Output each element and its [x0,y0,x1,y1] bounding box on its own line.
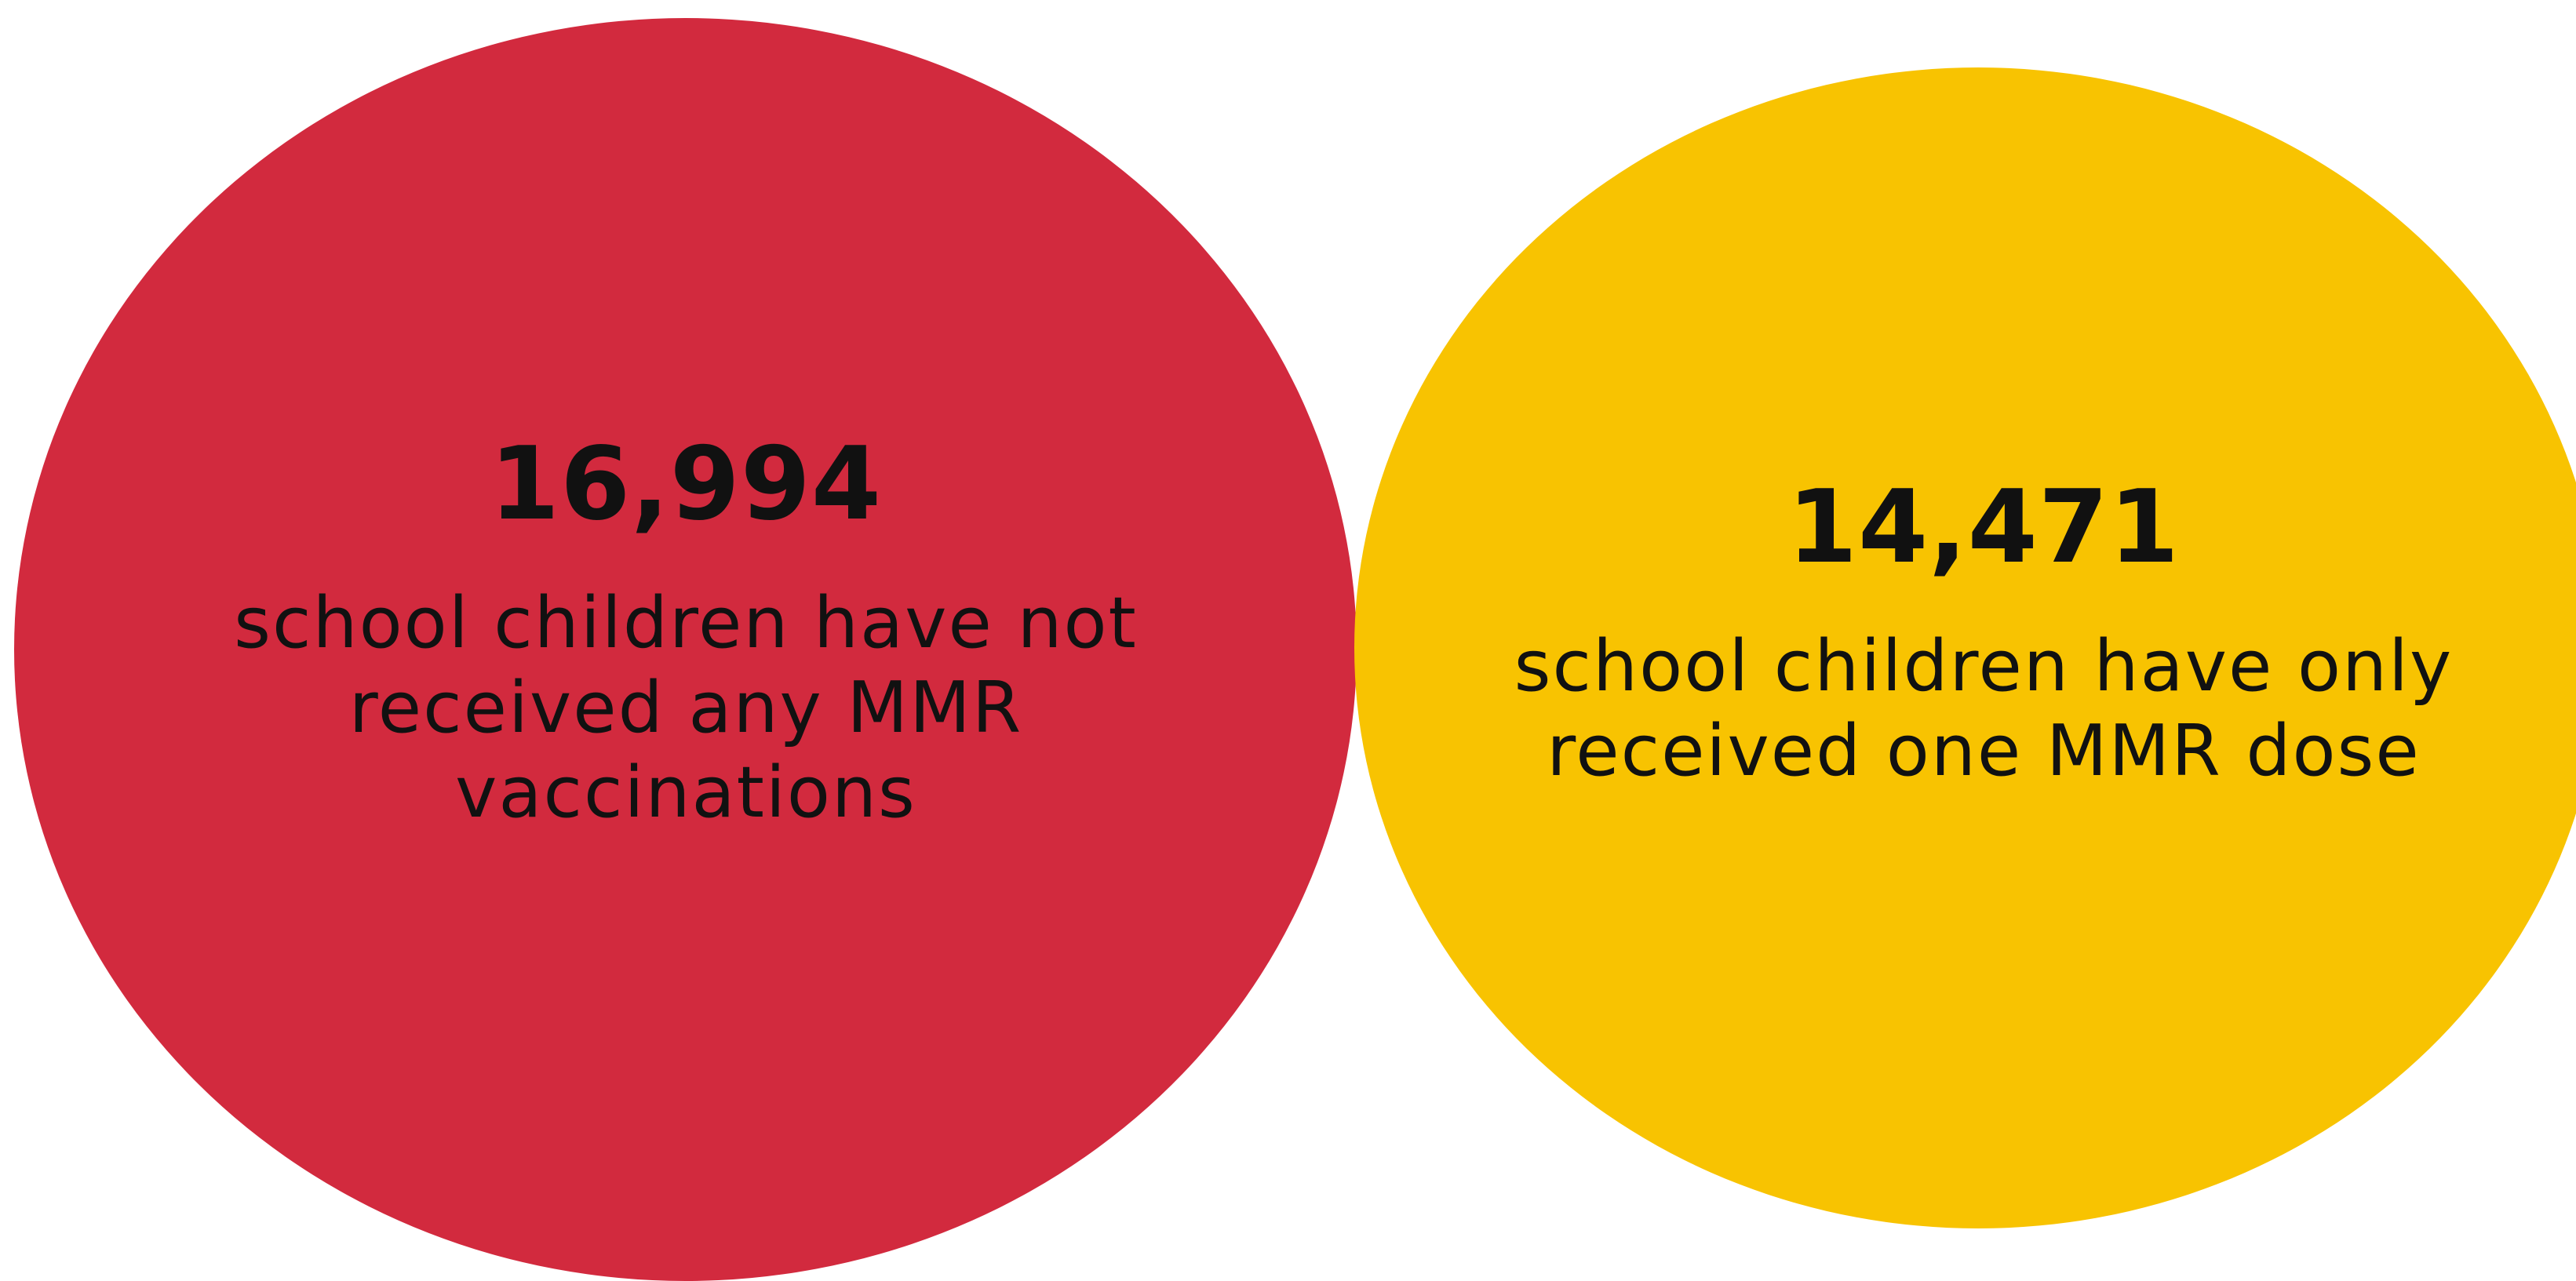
yellow-circle [1354,67,2576,1228]
stat-one-dose: 14,471 school children have only receive… [1434,469,2533,794]
stat-one-dose-number: 14,471 [1787,469,2180,586]
stat-unvaccinated-number: 16,994 [490,426,882,543]
red-circle [14,18,1357,1281]
stat-unvaccinated: 16,994 school children have not received… [137,426,1235,835]
stat-unvaccinated-label: school children have not received any MM… [234,582,1138,834]
stat-one-dose-label: school children have only received one M… [1514,625,2454,792]
